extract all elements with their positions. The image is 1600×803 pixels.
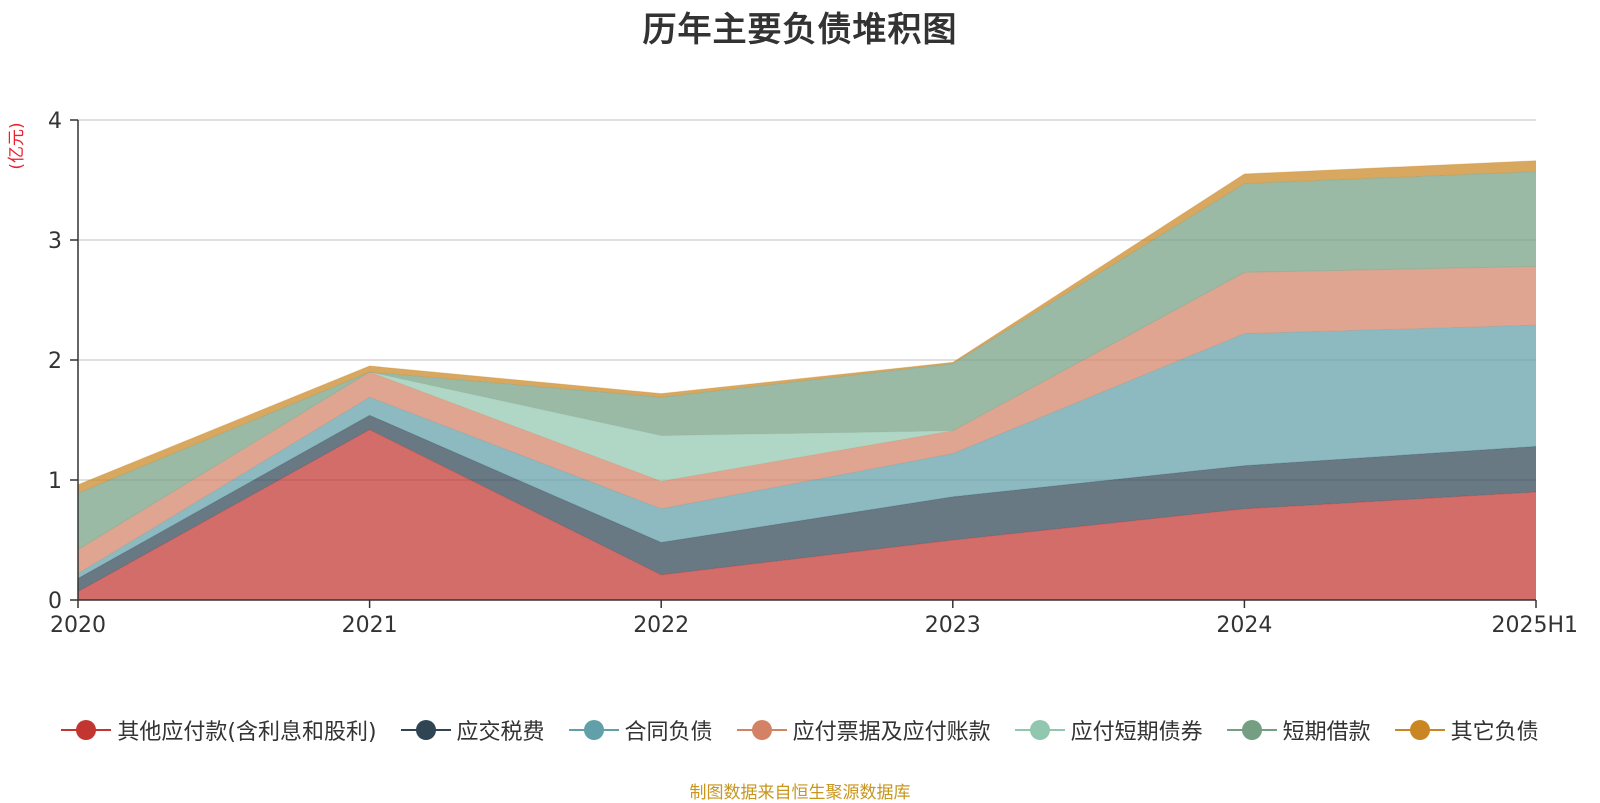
legend-item[interactable]: 其它负债 (1394, 714, 1539, 746)
x-tick-label: 2023 (925, 613, 981, 638)
legend-item[interactable]: 应交税费 (400, 714, 545, 746)
legend-label: 其他应付款(含利息和股利) (117, 720, 377, 745)
series-line (77, 429, 1537, 593)
y-tick-label: 1 (48, 469, 62, 494)
legend-marker-icon (400, 720, 451, 740)
area-series[interactable] (78, 415, 1536, 592)
y-tick-label: 2 (48, 349, 62, 374)
axes: 0 1 2 3 4 2020 2021 2022 2023 2024 2025H1 (48, 109, 1578, 638)
legend-marker-icon (1226, 720, 1277, 740)
x-tick-label: 2024 (1216, 613, 1272, 638)
x-tick-label: 2020 (50, 613, 106, 638)
stacked-areas (77, 160, 1537, 600)
legend-item[interactable]: 应付票据及应付账款 (736, 714, 991, 746)
y-tick-label: 4 (48, 109, 62, 134)
legend-item[interactable]: 应付短期债券 (1014, 714, 1203, 746)
legend-label: 应交税费 (456, 720, 545, 745)
legend-item[interactable]: 合同负债 (568, 714, 713, 746)
x-tick-label: 2025H1 (1491, 613, 1578, 638)
legend-label: 短期借款 (1282, 720, 1371, 745)
legend-item[interactable]: 短期借款 (1226, 714, 1371, 746)
y-tick-label: 3 (48, 229, 62, 254)
legend: 其他应付款(含利息和股利) 应交税费 合同负债 应付票据及应付账款 应付短期债券 短期借款… (0, 714, 1600, 746)
legend-item[interactable]: 其他应付款(含利息和股利) (61, 714, 377, 746)
x-tick-label: 2021 (342, 613, 398, 638)
legend-marker-icon (1014, 720, 1065, 740)
legend-label: 合同负债 (624, 720, 713, 745)
area-series[interactable] (78, 325, 1536, 579)
legend-marker-icon (568, 720, 619, 740)
area-series[interactable] (78, 171, 1536, 550)
legend-marker-icon (1394, 720, 1445, 740)
y-unit-label: (亿元) (7, 122, 27, 169)
legend-marker-icon (61, 720, 112, 740)
legend-label: 应付票据及应付账款 (792, 720, 991, 745)
chart-title: 历年主要负债堆积图 (642, 10, 958, 50)
y-tick-label: 0 (48, 589, 62, 614)
legend-label: 其它负债 (1450, 720, 1539, 745)
legend-marker-icon (736, 720, 787, 740)
series-line (77, 160, 1537, 486)
legend-label: 应付短期债券 (1070, 720, 1203, 745)
source-note: 制图数据来自恒生聚源数据库 (689, 783, 911, 803)
area-series[interactable] (78, 266, 1536, 574)
x-tick-label: 2022 (633, 613, 689, 638)
area-series[interactable] (78, 429, 1536, 600)
